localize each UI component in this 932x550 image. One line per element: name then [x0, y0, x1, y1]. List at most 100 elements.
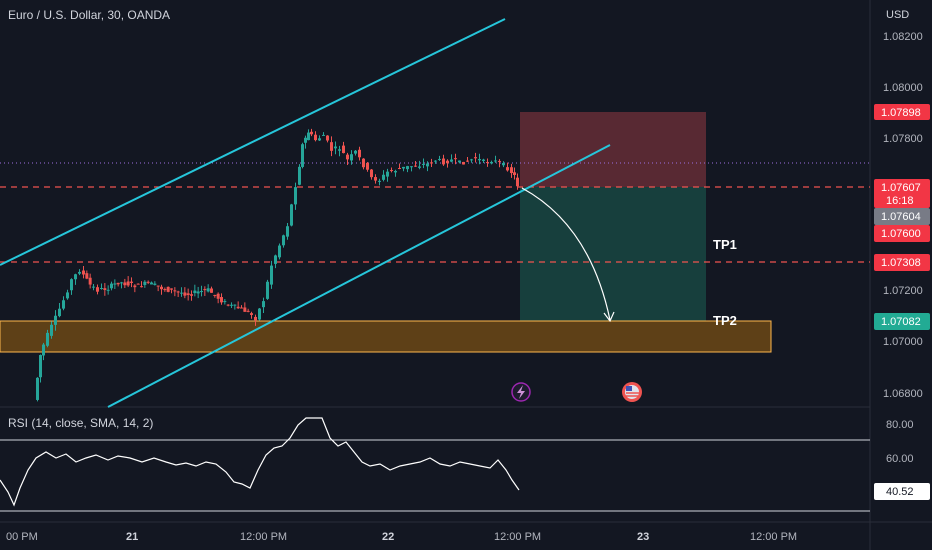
- candle-body: [156, 285, 160, 287]
- rsi-line[interactable]: [0, 417, 520, 507]
- projection-arrow[interactable]: [521, 187, 611, 321]
- candle-body: [346, 154, 349, 160]
- candle-body: [498, 160, 501, 162]
- channel-upper-line[interactable]: [0, 18, 506, 266]
- candle-body: [466, 160, 469, 162]
- price-tick: 1.07000: [883, 336, 923, 348]
- candle-body: [160, 286, 163, 290]
- candle-body: [270, 265, 273, 285]
- candle-body: [426, 163, 429, 167]
- candle-body: [486, 162, 489, 164]
- candle-body: [510, 167, 513, 174]
- candle-body: [502, 163, 505, 166]
- candle-body: [338, 149, 341, 151]
- candle-body: [422, 163, 425, 165]
- rsi-value-badge: [874, 483, 930, 500]
- support-zone[interactable]: [0, 320, 772, 353]
- candle-body: [130, 281, 133, 283]
- arrow-head-icon: [603, 311, 615, 323]
- candle-body: [506, 167, 509, 171]
- candle-body: [223, 301, 227, 303]
- candle-body: [390, 170, 393, 172]
- stop-badge: [874, 104, 930, 120]
- time-tick: 00 PM: [6, 531, 38, 543]
- candle-body: [342, 145, 345, 154]
- stop-loss-zone[interactable]: [520, 112, 706, 187]
- candle-body: [82, 270, 85, 275]
- time-tick: 23: [637, 531, 649, 543]
- chart-title: Euro / U.S. Dollar, 30, OANDA: [8, 8, 171, 22]
- candle-body: [62, 300, 65, 309]
- candle-body: [206, 288, 210, 292]
- candle-body: [85, 273, 89, 279]
- candle-body: [46, 332, 49, 346]
- candle-body: [50, 324, 53, 336]
- candle-body: [378, 180, 381, 182]
- candle-body: [474, 157, 477, 159]
- candle-body: [450, 159, 453, 162]
- candle-body: [462, 161, 465, 165]
- candle-body: [434, 160, 437, 162]
- tp1-badge: [874, 254, 930, 271]
- candle-body: [374, 177, 377, 181]
- us-flag-icon[interactable]: [622, 382, 642, 402]
- candle-body: [150, 282, 153, 285]
- lightning-icon[interactable]: [511, 382, 531, 402]
- rsi-value-text: 40.52: [886, 486, 914, 498]
- candle-body: [54, 315, 57, 325]
- price-tick: 1.07200: [883, 285, 923, 297]
- time-axis[interactable]: 00 PM 21 12:00 PM 22 12:00 PM 23 12:00 P…: [6, 531, 797, 543]
- time-tick: 12:00 PM: [240, 531, 287, 543]
- candle-body: [240, 307, 243, 309]
- tp1-badge-text: 1.07308: [881, 257, 921, 269]
- candle-body: [490, 161, 493, 164]
- candle-body: [126, 281, 130, 286]
- candle-body: [282, 235, 285, 246]
- candle-body: [294, 187, 297, 205]
- candle-body: [318, 138, 321, 141]
- candle-body: [330, 142, 333, 151]
- candle-body: [116, 282, 120, 285]
- candle-body: [103, 288, 107, 290]
- candle-body: [454, 158, 457, 160]
- candle-body: [58, 308, 61, 317]
- candle-body: [123, 282, 127, 286]
- candle-body: [262, 301, 265, 308]
- candle-body: [92, 286, 95, 288]
- candle-body: [286, 226, 289, 237]
- candle-body: [243, 307, 247, 312]
- candle-body: [478, 159, 481, 161]
- candle-body: [254, 316, 257, 321]
- candle-body: [88, 277, 92, 285]
- candle-body: [307, 132, 310, 141]
- candle-body: [326, 135, 329, 141]
- candlestick-series: [36, 128, 519, 402]
- candle-body: [193, 290, 197, 294]
- channel-lower-line[interactable]: [107, 144, 611, 408]
- candle-body: [494, 160, 497, 162]
- candle-body: [96, 287, 99, 292]
- tp1-label: TP1: [713, 237, 737, 252]
- candle-body: [233, 304, 237, 306]
- candle-body: [180, 292, 183, 294]
- candle-body: [190, 294, 193, 296]
- candle-body: [438, 158, 441, 160]
- candle-body: [170, 288, 173, 290]
- candle-body: [146, 281, 150, 283]
- candle-body: [334, 146, 337, 149]
- candle-body: [310, 131, 313, 135]
- candle-body: [290, 204, 293, 226]
- price-axis[interactable]: USD 1.08200 1.08000 1.07800 1.07200 1.07…: [874, 9, 930, 500]
- candle-body: [298, 166, 301, 185]
- candle-body: [250, 313, 253, 315]
- candle-body: [143, 281, 147, 285]
- take-profit-zone[interactable]: [520, 187, 706, 321]
- candle-body: [203, 289, 207, 291]
- candle-body: [200, 291, 203, 293]
- entry-badge: [874, 225, 930, 242]
- time-tick: 12:00 PM: [494, 531, 541, 543]
- candle-body: [39, 355, 42, 378]
- candle-body: [350, 154, 353, 161]
